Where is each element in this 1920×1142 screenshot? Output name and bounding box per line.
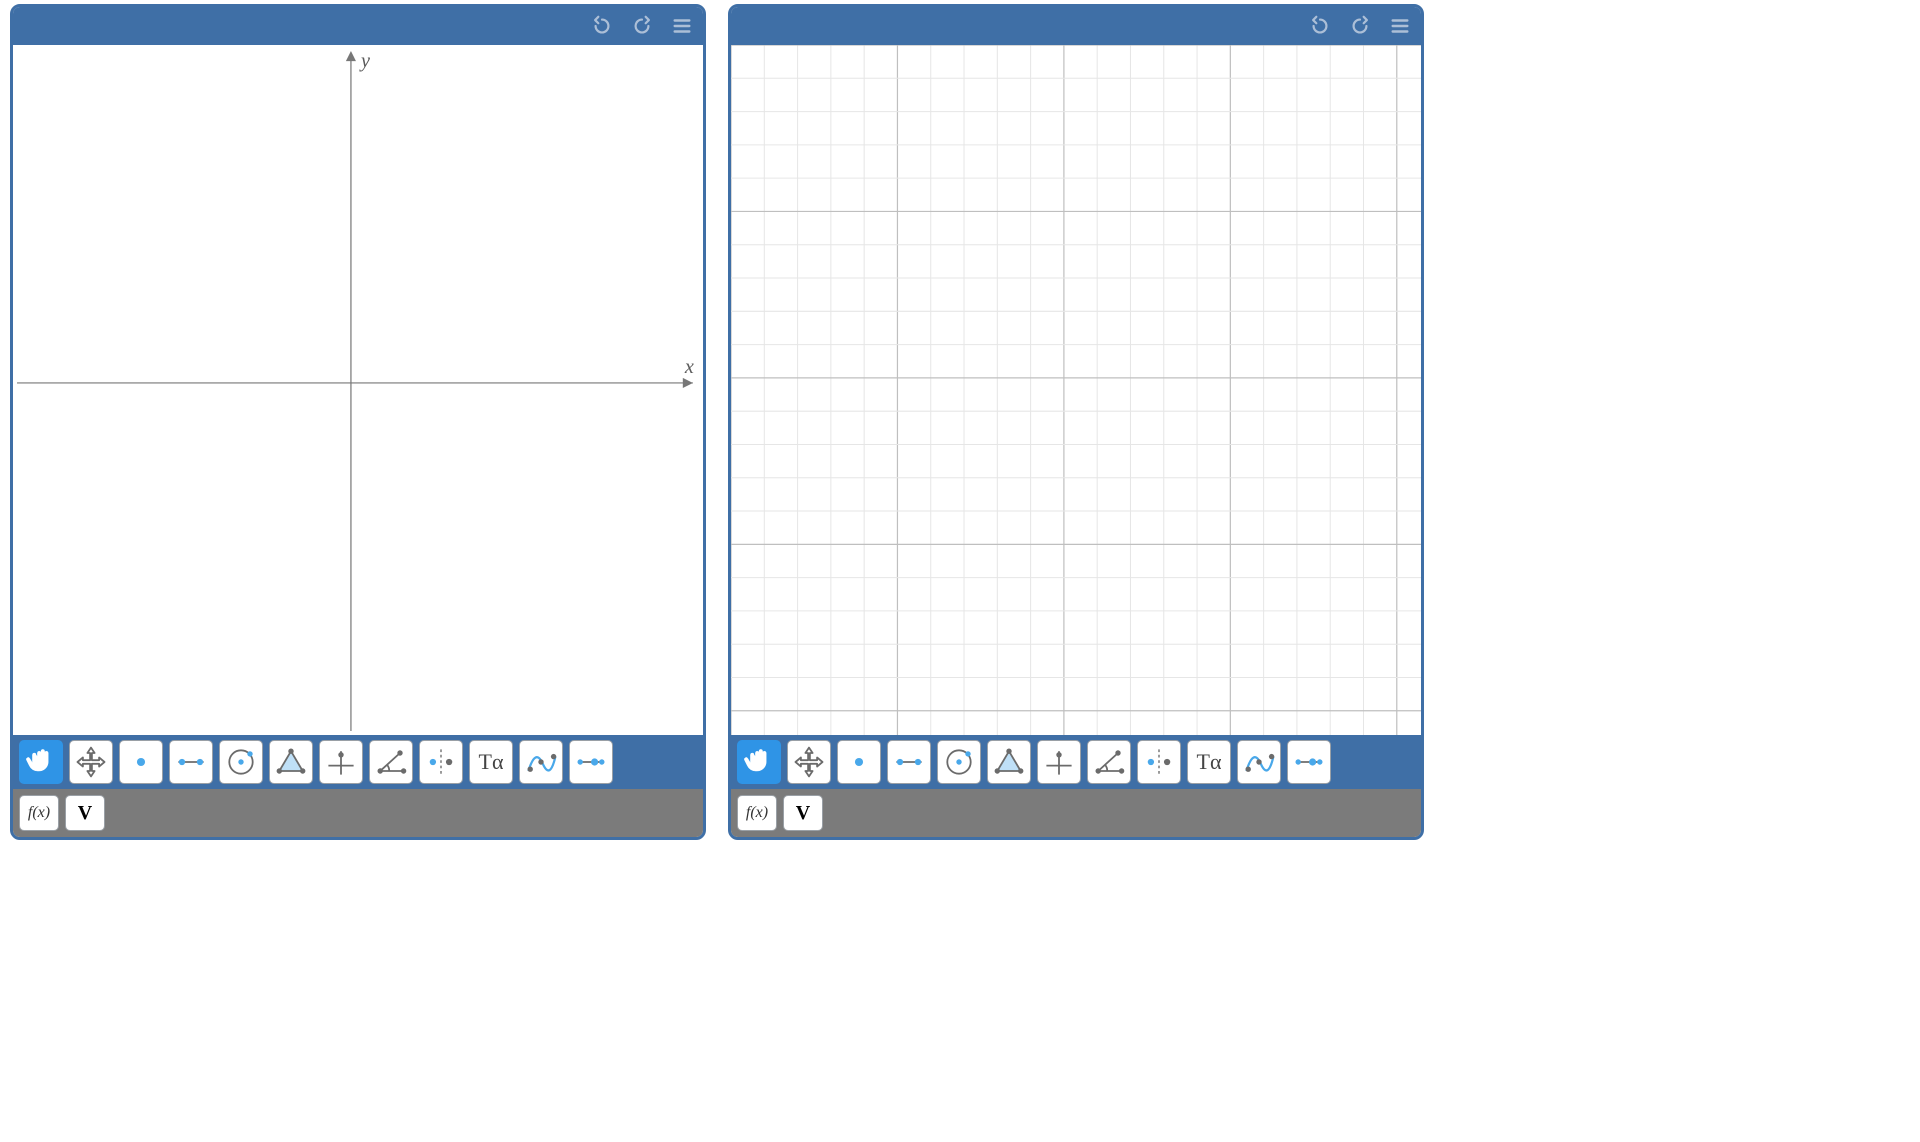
curve-tool[interactable] — [519, 740, 563, 784]
tool-strip: Tα — [13, 735, 703, 789]
circle-tool[interactable] — [937, 740, 981, 784]
undo-icon[interactable] — [1309, 15, 1331, 37]
redo-icon[interactable] — [631, 15, 653, 37]
undo-icon[interactable] — [591, 15, 613, 37]
text-icon: Tα — [479, 749, 504, 775]
axes-tool[interactable] — [1037, 740, 1081, 784]
reflect-tool[interactable] — [1137, 740, 1181, 784]
angle-tool[interactable] — [1087, 740, 1131, 784]
graph-canvas[interactable] — [731, 45, 1421, 735]
pointer-tool[interactable] — [737, 740, 781, 784]
x-axis-label: x — [684, 356, 694, 378]
secondary-strip: f(x) V — [731, 789, 1421, 837]
segment-tool[interactable] — [887, 740, 931, 784]
text-icon: Tα — [1197, 749, 1222, 775]
text-tool[interactable]: Tα — [1187, 740, 1231, 784]
axes-tool[interactable] — [319, 740, 363, 784]
function-button-label: f(x) — [746, 805, 768, 821]
app-panel-left: xyTαf(x)V — [10, 4, 706, 840]
variable-button[interactable]: V — [783, 795, 823, 831]
variable-button[interactable]: V — [65, 795, 105, 831]
point-tool[interactable] — [119, 740, 163, 784]
move-tool[interactable] — [69, 740, 113, 784]
app-panel-right: Tα f(x) V — [728, 4, 1424, 840]
slider-tool[interactable] — [1287, 740, 1331, 784]
variable-button-label: V — [796, 802, 810, 825]
triangle-tool[interactable] — [269, 740, 313, 784]
titlebar — [731, 7, 1421, 45]
circle-tool[interactable] — [219, 740, 263, 784]
move-tool[interactable] — [787, 740, 831, 784]
menu-icon[interactable] — [671, 15, 693, 37]
redo-icon[interactable] — [1349, 15, 1371, 37]
segment-tool[interactable] — [169, 740, 213, 784]
y-axis-label: y — [359, 50, 370, 72]
text-tool[interactable]: Tα — [469, 740, 513, 784]
menu-icon[interactable] — [1389, 15, 1411, 37]
reflect-tool[interactable] — [419, 740, 463, 784]
titlebar — [13, 7, 703, 45]
slider-tool[interactable] — [569, 740, 613, 784]
triangle-tool[interactable] — [987, 740, 1031, 784]
curve-tool[interactable] — [1237, 740, 1281, 784]
graph-canvas[interactable]: xy — [13, 45, 703, 735]
pointer-tool[interactable] — [19, 740, 63, 784]
function-button[interactable]: f(x) — [19, 795, 59, 831]
variable-button-label: V — [78, 802, 92, 825]
tool-strip: Tα — [731, 735, 1421, 789]
angle-tool[interactable] — [369, 740, 413, 784]
function-button-label: f(x) — [28, 805, 50, 821]
point-tool[interactable] — [837, 740, 881, 784]
secondary-strip: f(x) V — [13, 789, 703, 837]
function-button[interactable]: f(x) — [737, 795, 777, 831]
